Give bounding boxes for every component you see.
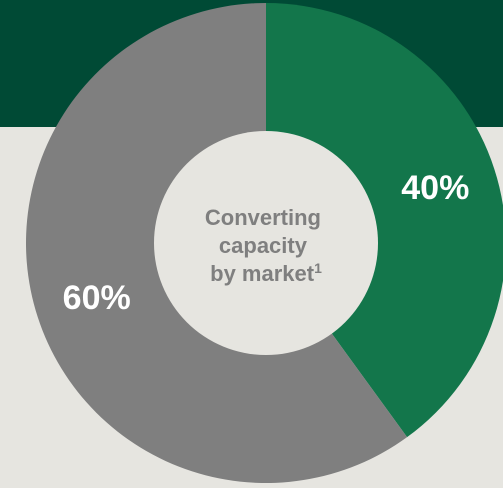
donut-slice-1 <box>266 3 503 438</box>
slice-label-2: 60% <box>63 279 131 317</box>
donut-hole <box>154 131 378 355</box>
center-label-line-2: capacity <box>219 233 308 258</box>
footnote-marker: 1 <box>314 260 322 276</box>
center-label-line-3: by market1 <box>210 260 322 286</box>
center-label-line-1: Converting <box>205 205 321 230</box>
slice-label-1: 40% <box>401 169 469 207</box>
center-label-line-3-text: by market <box>210 261 315 286</box>
center-label: Converting capacity by market1 <box>205 205 327 286</box>
slice-labels: 40% 60% <box>63 169 470 317</box>
